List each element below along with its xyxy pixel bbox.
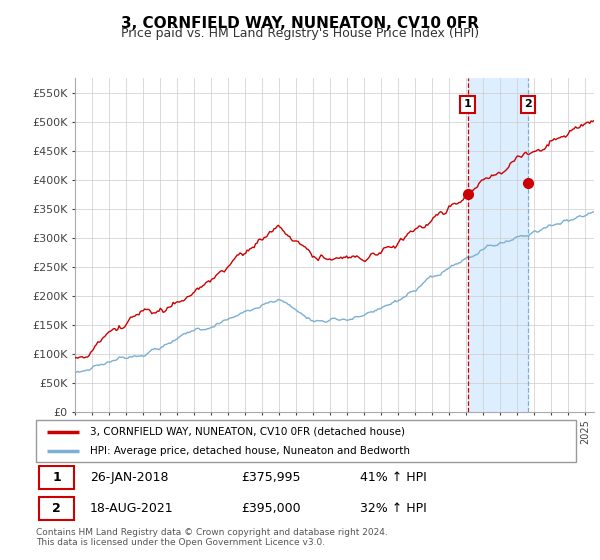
Text: 2: 2 <box>52 502 61 515</box>
Text: 3, CORNFIELD WAY, NUNEATON, CV10 0FR: 3, CORNFIELD WAY, NUNEATON, CV10 0FR <box>121 16 479 31</box>
Text: 41% ↑ HPI: 41% ↑ HPI <box>360 471 427 484</box>
Text: Contains HM Land Registry data © Crown copyright and database right 2024.
This d: Contains HM Land Registry data © Crown c… <box>36 528 388 547</box>
Text: 1: 1 <box>464 100 472 109</box>
Text: 3, CORNFIELD WAY, NUNEATON, CV10 0FR (detached house): 3, CORNFIELD WAY, NUNEATON, CV10 0FR (de… <box>90 427 405 437</box>
Text: 18-AUG-2021: 18-AUG-2021 <box>90 502 173 515</box>
Text: 1: 1 <box>52 471 61 484</box>
Text: 32% ↑ HPI: 32% ↑ HPI <box>360 502 427 515</box>
Text: 26-JAN-2018: 26-JAN-2018 <box>90 471 169 484</box>
Text: Price paid vs. HM Land Registry's House Price Index (HPI): Price paid vs. HM Land Registry's House … <box>121 27 479 40</box>
Bar <box>467 78 528 412</box>
Bar <box>39 497 74 520</box>
Text: £395,000: £395,000 <box>241 502 301 515</box>
Bar <box>39 466 74 489</box>
Text: £375,995: £375,995 <box>241 471 301 484</box>
Text: HPI: Average price, detached house, Nuneaton and Bedworth: HPI: Average price, detached house, Nune… <box>90 446 410 456</box>
Text: 2: 2 <box>524 100 532 109</box>
